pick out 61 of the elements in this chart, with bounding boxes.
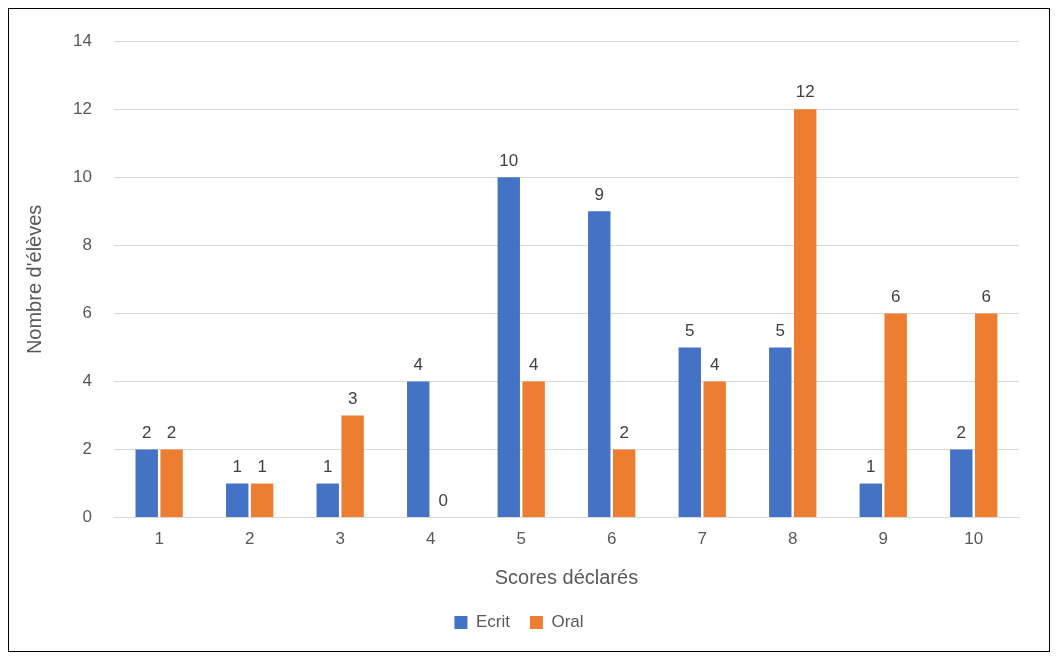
bar (974, 313, 998, 518)
bar (769, 347, 792, 518)
data-label: 1 (232, 456, 242, 476)
data-label: 1 (323, 456, 333, 476)
x-tick-label: 2 (244, 529, 255, 549)
y-tick-label: 6 (82, 303, 92, 323)
bar (135, 449, 158, 518)
bar (884, 313, 907, 518)
bar (859, 483, 882, 518)
bar (160, 449, 183, 518)
bar (522, 381, 545, 518)
data-label: 4 (528, 354, 539, 374)
legend-label: Oral (551, 612, 584, 632)
x-tick-label: 3 (335, 529, 345, 549)
y-tick-label: 0 (82, 507, 92, 527)
data-label: 4 (709, 354, 720, 374)
data-label: 2 (956, 422, 967, 442)
data-label: 1 (257, 456, 267, 476)
y-axis-title: Nombre d'élèves (22, 204, 45, 355)
bar (407, 381, 430, 518)
legend-label: Ecrit (475, 612, 511, 632)
bar (316, 483, 339, 518)
bar (950, 449, 973, 518)
data-label: 2 (619, 422, 629, 442)
x-tick-label: 10 (964, 529, 984, 549)
data-label: 9 (594, 184, 604, 204)
data-label: 2 (166, 422, 177, 442)
x-tick-label: 4 (425, 529, 436, 549)
bar (226, 483, 249, 518)
data-label: 1 (866, 456, 876, 476)
y-tick-label: 10 (72, 167, 92, 186)
bar (793, 109, 817, 518)
bar (497, 177, 520, 518)
data-label: 6 (981, 286, 991, 306)
y-tick-label: 14 (72, 30, 92, 50)
bar (612, 449, 636, 518)
data-label: 6 (890, 286, 901, 306)
data-label: 12 (795, 82, 815, 102)
data-label: 2 (141, 422, 152, 442)
x-tick-label: 8 (787, 529, 798, 549)
x-tick-label: 7 (697, 529, 707, 549)
x-tick-label: 1 (154, 529, 164, 549)
data-label: 0 (438, 490, 448, 510)
bar (678, 347, 701, 518)
x-tick-label: 6 (606, 529, 617, 549)
data-label: 4 (413, 354, 423, 374)
x-axis-title: Scores déclarés (494, 565, 639, 588)
bar (341, 415, 364, 518)
y-tick-label: 8 (82, 235, 92, 255)
bar (703, 381, 726, 518)
x-tick-label: 9 (878, 529, 888, 549)
y-tick-label: 4 (82, 371, 92, 391)
data-label: 5 (775, 320, 786, 340)
bar (588, 211, 611, 518)
data-label: 5 (685, 320, 695, 340)
y-tick-label: 12 (72, 98, 92, 118)
y-tick-label: 2 (82, 439, 92, 459)
bar (250, 483, 274, 518)
data-label: 10 (499, 150, 519, 170)
data-label: 3 (347, 388, 358, 408)
x-tick-label: 5 (516, 529, 526, 549)
